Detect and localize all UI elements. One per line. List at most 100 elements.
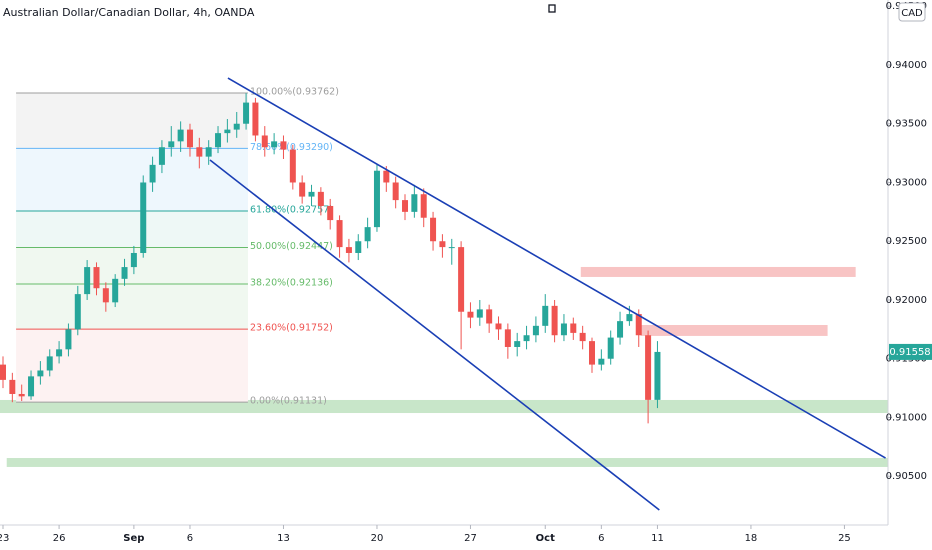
candle-body <box>186 129 193 148</box>
icon[interactable] <box>548 4 556 13</box>
x-tick-label: 27 <box>464 533 477 544</box>
candle-body <box>589 341 595 365</box>
y-tick-label: 0.93000 <box>886 177 927 188</box>
candle-body <box>373 170 380 228</box>
candle-body <box>579 332 586 342</box>
x-tick-label: 6 <box>187 533 193 544</box>
candle-body <box>158 147 165 165</box>
candle-body <box>345 247 352 253</box>
zone <box>580 266 856 277</box>
fib-band <box>16 211 248 248</box>
x-tick-label: Sep <box>123 533 144 544</box>
candle-body <box>402 200 409 212</box>
price-axis <box>888 0 932 550</box>
price-label-box <box>889 343 932 360</box>
currency-label: CAD <box>901 8 923 19</box>
candle-body <box>411 194 418 212</box>
candle-body <box>112 278 119 303</box>
currency-badge[interactable] <box>898 2 926 22</box>
candle-body <box>645 335 652 400</box>
candle-body <box>439 241 446 248</box>
x-tick-label: 6 <box>598 533 604 544</box>
candle-body <box>495 323 502 330</box>
y-tick-label: 0.92000 <box>886 295 927 306</box>
candle-body <box>383 170 390 183</box>
candle-body <box>261 135 268 148</box>
candle-body <box>364 227 371 242</box>
fib-band <box>16 329 248 403</box>
fib-label: 38.20%(0.92136) <box>250 278 333 289</box>
y-tick-label: 0.93500 <box>886 119 927 130</box>
candle-body <box>430 217 437 242</box>
candle-body <box>598 358 605 365</box>
candle-body <box>532 325 539 336</box>
candle-body <box>196 147 203 157</box>
fib-band <box>16 92 248 149</box>
x-tick-label: 26 <box>53 533 66 544</box>
x-tick-label: 23 <box>0 533 9 544</box>
y-tick-label: 0.90500 <box>886 471 927 482</box>
candle-body <box>121 267 128 279</box>
candle-body <box>224 129 231 134</box>
fib-band <box>16 148 248 212</box>
candle-body <box>299 182 306 197</box>
candle-body <box>271 141 278 148</box>
candle-body <box>308 191 315 197</box>
x-tick-label: 13 <box>277 533 290 544</box>
candle-body <box>93 267 100 289</box>
candle-body <box>46 356 53 371</box>
candle-body <box>0 364 6 380</box>
candle-body <box>560 323 567 336</box>
y-tick-label: 0.91000 <box>886 412 927 423</box>
trend-line <box>209 159 660 511</box>
candle-body <box>140 182 147 253</box>
candle-body <box>74 294 81 330</box>
zone <box>640 325 828 336</box>
fib-label: 61.80%(0.92757) <box>250 205 333 216</box>
trend-line <box>227 77 886 459</box>
candle-body <box>149 164 156 183</box>
candle-body <box>420 194 427 218</box>
candle-body <box>514 341 521 347</box>
candle-body <box>570 323 577 333</box>
y-tick-label: 0.92500 <box>886 236 927 247</box>
candle-body <box>617 321 624 338</box>
x-tick-label: 25 <box>838 533 851 544</box>
candle-body <box>130 252 137 268</box>
candle-body <box>215 133 222 148</box>
candle-body <box>177 129 184 142</box>
candle-body <box>551 305 558 336</box>
time-axis <box>0 525 932 550</box>
candle-body <box>37 370 44 377</box>
candle-body <box>448 247 455 249</box>
candle-body <box>84 267 91 295</box>
x-tick-label: 20 <box>371 533 384 544</box>
candle-body <box>243 102 250 124</box>
fib-label: 78.60%(0.93290) <box>250 142 333 153</box>
candle-body <box>654 351 661 400</box>
x-tick-label: Oct <box>536 533 555 544</box>
candle-body <box>65 329 72 350</box>
x-tick-label: 18 <box>745 533 758 544</box>
candle-body <box>523 335 530 342</box>
candle-body <box>476 309 483 318</box>
candle-body <box>252 102 259 136</box>
candle-body <box>317 191 324 206</box>
candle-body <box>486 309 493 324</box>
chart-title: Australian Dollar/Canadian Dollar, 4h, O… <box>3 6 255 19</box>
candle-body <box>18 393 25 397</box>
candle-body <box>504 329 511 347</box>
candle-body <box>336 220 343 248</box>
candle-body <box>355 241 362 253</box>
candle-body <box>233 123 240 130</box>
candle-body <box>280 141 287 150</box>
candle-body <box>607 337 614 359</box>
fib-label: 100.00%(0.93762) <box>250 86 339 97</box>
fib-label: 50.00%(0.92447) <box>250 241 333 252</box>
y-tick-label: 0.94000 <box>886 60 927 71</box>
candle-body <box>635 314 642 336</box>
x-tick-label: 11 <box>651 533 664 544</box>
candle-body <box>56 349 63 357</box>
zone <box>0 399 888 414</box>
